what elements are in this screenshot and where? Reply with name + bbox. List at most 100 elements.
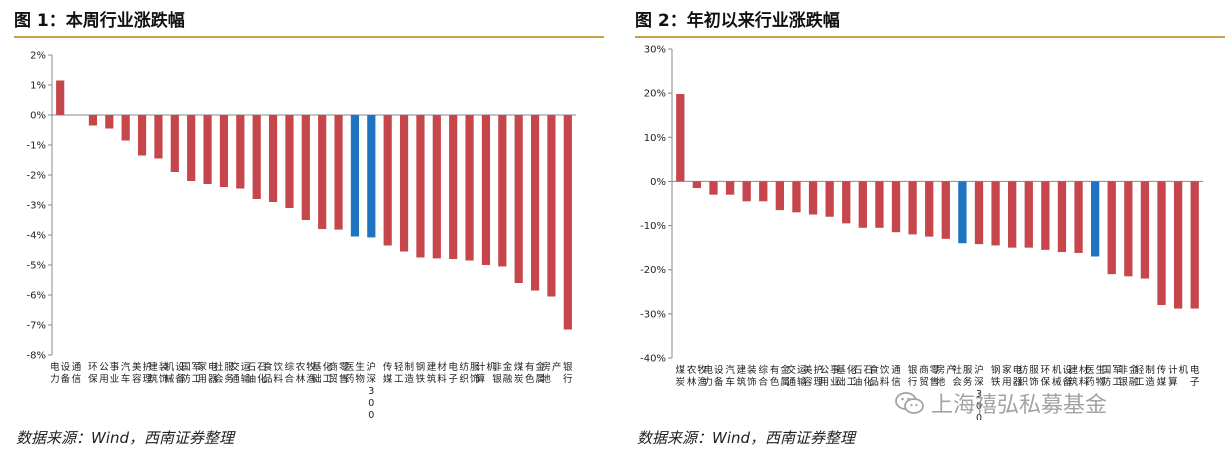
bar-食品饮料 [875, 181, 884, 228]
category-char: 基 [836, 364, 846, 376]
category-char: 渔 [306, 374, 316, 385]
category-char: 器 [1013, 377, 1023, 388]
bar-国防军工 [1107, 181, 1116, 275]
category-char: 用 [99, 374, 109, 385]
bar-美容护理 [137, 115, 147, 156]
bar-社会服务 [219, 115, 229, 187]
bar-电子 [449, 115, 458, 259]
category-char: 算 [476, 373, 486, 385]
category-char: 备 [61, 373, 71, 385]
category-char: 运 [797, 365, 807, 376]
category-char: 石 [853, 365, 863, 376]
category-char: 化 [863, 376, 873, 388]
category-char: 融 [503, 374, 513, 385]
category-char: 设 [61, 362, 71, 373]
category-char: 饮 [274, 361, 284, 373]
category-char: 药 [1085, 377, 1095, 388]
bar-传媒 [383, 115, 392, 246]
bar-银行 [563, 115, 572, 330]
category-label: 汽车 [725, 364, 735, 388]
category-char: 钢 [991, 364, 1001, 376]
bar-建筑装饰 [154, 115, 163, 159]
bar-电力设备 [56, 80, 65, 115]
category-char: 3 [368, 386, 374, 397]
category-char: 筑 [1069, 376, 1079, 388]
category-char: 非 [1118, 364, 1128, 376]
bar-美容护理 [808, 181, 818, 215]
category-char: 电 [1013, 364, 1023, 376]
category-char: 行 [563, 373, 573, 385]
category-char: 轻 [1135, 364, 1145, 376]
bar-计算机 [1173, 181, 1183, 309]
bar-商贸零售 [334, 115, 343, 230]
y-tick-label: 30% [644, 45, 666, 56]
bar-轻工制造 [1140, 181, 1150, 279]
category-char: 服 [963, 365, 973, 376]
chart-panel-ytd: 图 2：年初以来行业涨跌幅 30% 20% 10% 0% -10% -20% -30% -40… [625, 0, 1229, 453]
y-tick-label: -3% [27, 201, 46, 212]
category-char: 通 [891, 365, 901, 376]
bar-建筑材料 [432, 115, 441, 259]
category-char: 零 [930, 365, 940, 376]
bar-钢铁 [991, 181, 1000, 246]
category-label: 通信 [72, 362, 82, 385]
category-char: 牧 [697, 364, 707, 376]
y-tick-label: 20% [644, 89, 666, 100]
category-char: 信 [72, 373, 82, 385]
category-char: 机 [486, 361, 496, 373]
y-tick-label: -10% [640, 221, 666, 232]
category-char: 综 [759, 364, 769, 376]
bar-钢铁 [416, 115, 425, 258]
bar-通信 [891, 181, 901, 233]
watermark-text: 上海禧弘私募基金 [931, 393, 1108, 418]
source-note: 数据来源：Wind，西南证券整理 [637, 429, 856, 447]
category-char: 业 [830, 377, 840, 388]
category-char: 合 [285, 373, 295, 385]
category-char: 础 [836, 376, 846, 388]
category-char: 电 [448, 361, 458, 373]
y-tick-label: 0% [30, 111, 46, 122]
category-char: 商 [329, 361, 339, 373]
category-char: 煤 [514, 361, 524, 373]
bar-计算机 [481, 115, 491, 265]
bar-传媒 [1157, 181, 1166, 306]
category-char: 力 [703, 376, 713, 388]
category-char: 械 [165, 373, 175, 385]
category-char: 石 [863, 365, 873, 376]
category-char: 服 [224, 362, 234, 373]
category-char: 用 [820, 377, 830, 388]
category-char: 运 [241, 362, 251, 373]
chart-title: 图 1：本周行业涨跌幅 [14, 11, 185, 31]
category-char: 融 [1129, 377, 1139, 388]
category-char: 饰 [470, 373, 480, 385]
category-char: 银 [1118, 376, 1128, 388]
y-tick-label: 0% [650, 177, 666, 188]
category-char: 金 [503, 361, 513, 373]
weekly-bar-chart: 2%1%0%-1%-2%-3%-4%-5%-6%-7%-8%电力设备通信环保公用… [27, 51, 576, 420]
category-char: 材 [1079, 364, 1089, 376]
category-char: 金 [780, 364, 790, 376]
y-tick-label: -40% [640, 354, 666, 365]
category-label: 综合 [285, 361, 295, 385]
category-char: 林 [296, 373, 306, 385]
category-char: 0 [368, 398, 374, 409]
category-char: 深 [974, 377, 984, 388]
category-char: 护 [814, 364, 824, 376]
category-label: 环保 [88, 362, 98, 385]
category-char: 子 [1190, 377, 1200, 388]
bar-电力设备 [709, 181, 718, 195]
category-label: 钢铁 [991, 364, 1001, 388]
